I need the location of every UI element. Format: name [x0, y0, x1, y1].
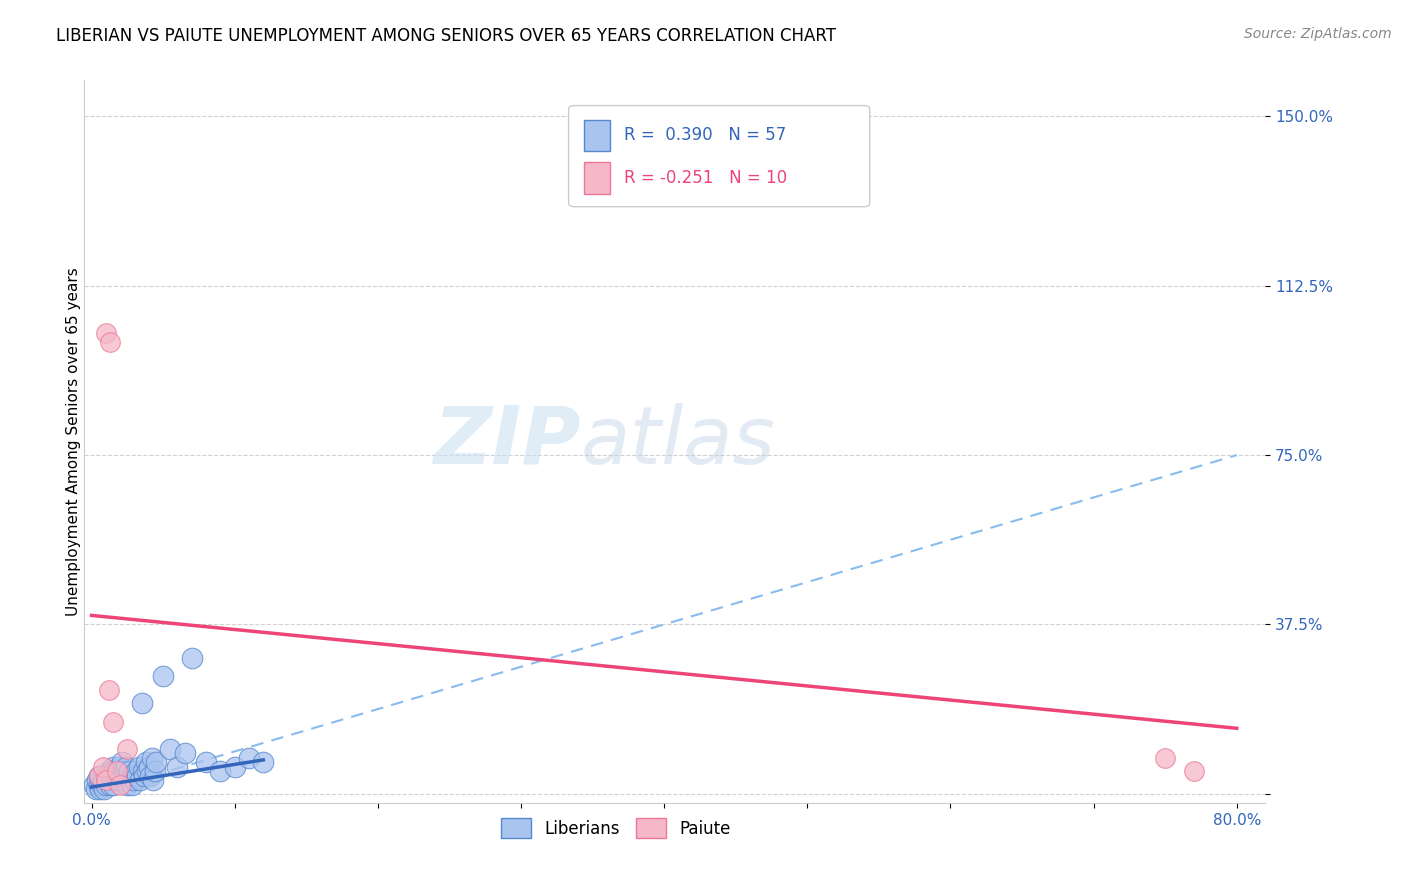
Point [159, 741, 181, 756]
Point [108, 773, 131, 788]
Point [96, 773, 118, 788]
Point [1154, 750, 1177, 764]
Point [101, 760, 124, 774]
Point [101, 714, 124, 729]
Point [125, 764, 148, 779]
Legend: Liberians, Paiute: Liberians, Paiute [494, 812, 738, 845]
Point [97, 764, 120, 779]
Point [135, 755, 157, 769]
Text: Source: ZipAtlas.com: Source: ZipAtlas.com [1244, 27, 1392, 41]
Point [121, 778, 143, 792]
Point [117, 741, 139, 756]
Point [94, 326, 117, 341]
Point [152, 669, 174, 683]
Point [122, 769, 145, 783]
Point [97, 682, 120, 697]
Point [91, 773, 114, 788]
Point [93, 782, 115, 797]
Point [118, 764, 141, 779]
Point [110, 755, 132, 769]
Point [238, 750, 260, 764]
Point [141, 750, 163, 764]
Point [166, 760, 188, 774]
Point [117, 778, 139, 792]
Point [114, 769, 136, 783]
Point [1182, 764, 1205, 779]
Point [128, 760, 150, 774]
Point [98, 778, 121, 792]
Point [139, 769, 162, 783]
Point [91, 760, 114, 774]
Point [105, 769, 128, 783]
Point [100, 769, 122, 783]
Point [132, 764, 155, 779]
Point [129, 773, 152, 788]
FancyBboxPatch shape [568, 105, 870, 207]
Text: R = -0.251   N = 10: R = -0.251 N = 10 [624, 169, 787, 186]
Point [173, 746, 195, 760]
Point [89, 782, 111, 797]
Bar [583, 161, 610, 194]
Text: ZIP: ZIP [433, 402, 581, 481]
Point [84, 782, 107, 797]
Point [86, 773, 108, 788]
Point [107, 760, 129, 774]
Point [87, 769, 110, 783]
Point [94, 778, 117, 792]
Point [104, 773, 127, 788]
Point [136, 764, 159, 779]
Point [87, 769, 110, 783]
Point [180, 651, 202, 665]
Point [145, 755, 167, 769]
Text: LIBERIAN VS PAIUTE UNEMPLOYMENT AMONG SENIORS OVER 65 YEARS CORRELATION CHART: LIBERIAN VS PAIUTE UNEMPLOYMENT AMONG SE… [56, 27, 837, 45]
Point [131, 697, 153, 711]
Point [209, 764, 232, 779]
Point [127, 769, 149, 783]
Point [224, 760, 246, 774]
Text: atlas: atlas [581, 402, 775, 481]
Point [115, 760, 138, 774]
Point [105, 764, 128, 779]
Point [87, 778, 110, 792]
Point [101, 778, 124, 792]
Y-axis label: Unemployment Among Seniors over 65 years: Unemployment Among Seniors over 65 years [66, 268, 80, 615]
Point [124, 773, 146, 788]
Point [103, 764, 125, 779]
Point [143, 764, 166, 779]
Point [108, 778, 131, 792]
Bar [583, 120, 610, 152]
Point [134, 769, 156, 783]
Point [94, 773, 117, 788]
Point [83, 778, 105, 792]
Point [94, 769, 117, 783]
Point [98, 335, 121, 350]
Point [120, 773, 142, 788]
Point [195, 755, 218, 769]
Point [90, 778, 112, 792]
Point [252, 755, 274, 769]
Text: R =  0.390   N = 57: R = 0.390 N = 57 [624, 127, 786, 145]
Point [111, 764, 134, 779]
Point [142, 773, 165, 788]
Point [138, 760, 160, 774]
